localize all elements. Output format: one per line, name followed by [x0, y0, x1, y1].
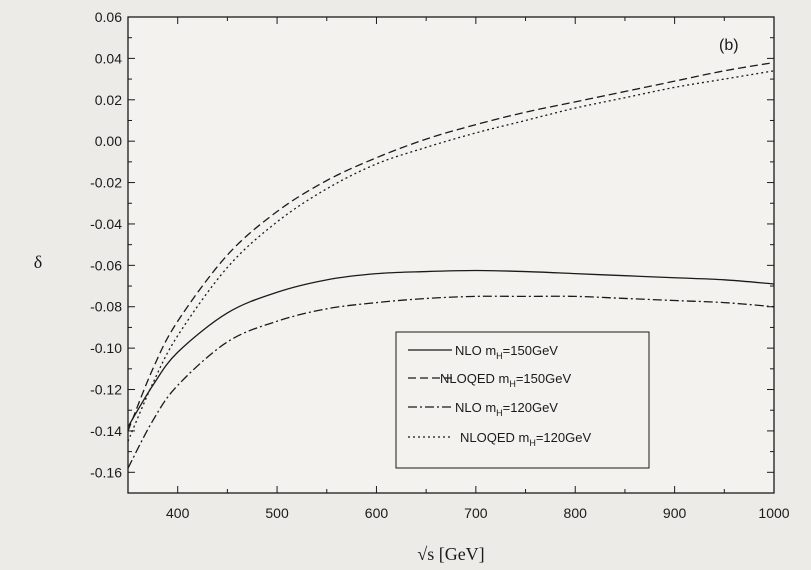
- y-tick-label: -0.06: [90, 257, 122, 273]
- legend-label-subscript: H: [496, 351, 503, 361]
- legend-label-value: =120GeV: [536, 430, 592, 445]
- legend-label-main: NLO m: [455, 343, 496, 358]
- legend-label-value: =120GeV: [503, 400, 559, 415]
- legend-label-value: =150GeV: [503, 343, 559, 358]
- y-tick-label: 0.04: [95, 50, 122, 66]
- legend-label-main: NLO m: [455, 400, 496, 415]
- x-tick-label: 600: [365, 505, 389, 521]
- legend-label-3: NLO mH=120GeV: [455, 400, 558, 418]
- legend-label-value: =150GeV: [516, 371, 572, 386]
- axis-ticks: [127, 16, 775, 494]
- panel-label: (b): [719, 37, 739, 54]
- y-tick-label: 0.06: [95, 9, 122, 25]
- legend-box: [395, 331, 650, 469]
- y-tick-label: -0.10: [90, 340, 122, 356]
- legend-label-4: NLOQED mH=120GeV: [460, 430, 591, 448]
- tick-labels: 400 500 600 700 800 900 1000 -0.16 -0.14 -0.12 -0.…: [90, 9, 790, 521]
- y-tick-label: 0.00: [95, 133, 122, 149]
- data-curves: [127, 61, 775, 469]
- x-tick-label: 400: [166, 505, 190, 521]
- y-tick-label: -0.16: [90, 464, 122, 480]
- y-tick-label: -0.12: [90, 382, 122, 398]
- y-axis-title: δ: [34, 252, 42, 272]
- legend-label-main: NLOQED m: [440, 371, 509, 386]
- y-tick-label: -0.04: [90, 216, 122, 232]
- series-line-1: [127, 269, 775, 428]
- y-tick-label: -0.08: [90, 299, 122, 315]
- legend-label-subscript: H: [529, 438, 536, 448]
- x-axis-title: √s [GeV]: [417, 544, 484, 564]
- series-line-2: [127, 61, 775, 432]
- y-tick-label: -0.02: [90, 175, 122, 191]
- x-tick-label: 800: [564, 505, 588, 521]
- legend-label-subscript: H: [509, 379, 516, 389]
- legend-label-subscript: H: [496, 408, 503, 418]
- x-tick-label: 500: [265, 505, 289, 521]
- legend-label-main: NLOQED m: [460, 430, 529, 445]
- x-tick-label: 1000: [758, 505, 789, 521]
- x-tick-label: 900: [663, 505, 687, 521]
- y-tick-label: -0.14: [90, 423, 122, 439]
- legend-label-1: NLO mH=150GeV: [455, 343, 558, 361]
- x-tick-label: 700: [464, 505, 488, 521]
- y-tick-label: 0.02: [95, 92, 122, 108]
- legend-label-2: NLOQED mH=150GeV: [440, 371, 571, 389]
- series-line-3: [127, 295, 775, 469]
